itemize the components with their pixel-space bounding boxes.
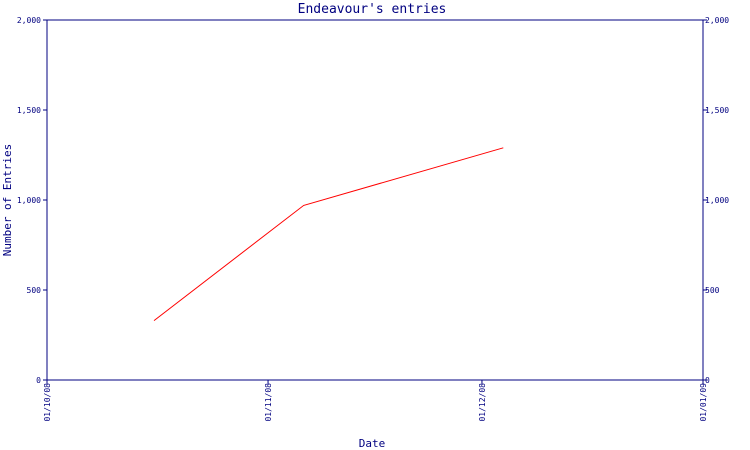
- y-tick-label-left: 1,000: [17, 196, 41, 205]
- y-axis-title: Number of Entries: [1, 144, 14, 257]
- y-tick-label-right: 500: [705, 286, 720, 295]
- series-layer: [153, 147, 504, 321]
- chart-title: Endeavour's entries: [298, 2, 447, 17]
- y-tick-label-left: 500: [27, 286, 42, 295]
- plot-border: [46, 19, 704, 381]
- x-tick-label: 01/12/08: [478, 383, 487, 422]
- y-axis-right: 0 500 1,000 1,500 2,000: [703, 16, 729, 385]
- y-tick-label-left: 1,500: [17, 106, 41, 115]
- y-tick-label-left: 0: [36, 376, 41, 385]
- y-tick-label-right: 1,000: [705, 196, 729, 205]
- y-tick-label-right: 1,500: [705, 106, 729, 115]
- x-tick-label: 01/11/08: [264, 383, 273, 422]
- y-axis-left: 0 500 1,000 1,500 2,000: [17, 16, 47, 385]
- x-axis: 01/10/08 01/11/08 01/12/08 01/01/09: [43, 380, 708, 422]
- x-tick-label: 01/10/08: [43, 383, 52, 422]
- y-tick-label-right: 2,000: [705, 16, 729, 25]
- y-tick-label-left: 2,000: [17, 16, 41, 25]
- y-tick-label-right: 0: [705, 376, 710, 385]
- x-axis-title: Date: [359, 437, 386, 450]
- series-line: [153, 147, 504, 321]
- x-tick-label: 01/01/09: [699, 383, 708, 422]
- plot-frame: [46, 19, 704, 381]
